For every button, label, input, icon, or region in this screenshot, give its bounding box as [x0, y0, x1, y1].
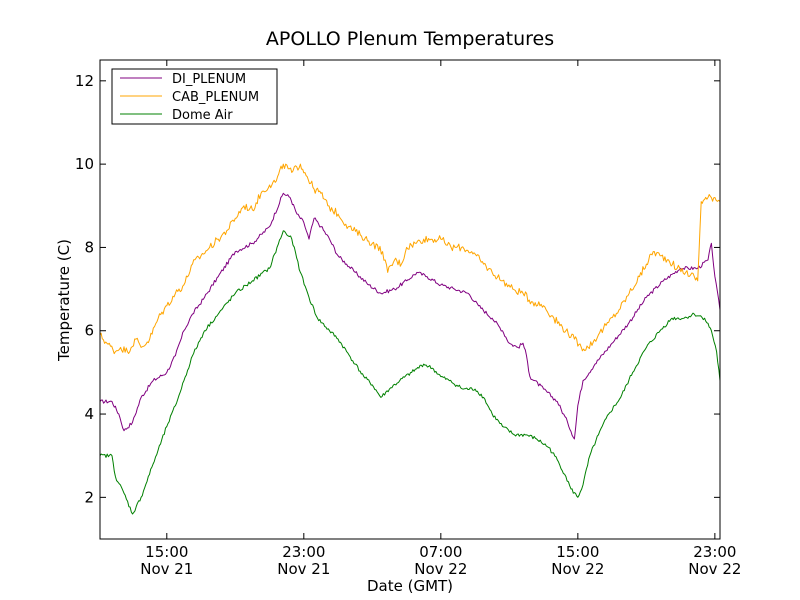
x-tick-date-label: Nov 22: [414, 560, 467, 578]
x-tick-time-label: 23:00: [282, 543, 325, 561]
y-axis-label: Temperature (C): [55, 239, 73, 362]
series-line-1: [99, 163, 721, 355]
legend-label-2: Dome Air: [172, 108, 233, 123]
y-tick-label: 4: [84, 405, 94, 423]
plot-frame: [99, 59, 721, 540]
legend-label-0: DI_PLENUM: [172, 72, 246, 87]
x-tick-time-label: 23:00: [693, 543, 736, 561]
y-tick-label: 6: [84, 322, 94, 340]
x-axis-label: Date (GMT): [367, 577, 453, 595]
x-tick-date-label: Nov 22: [688, 560, 741, 578]
x-tick-time-label: 15:00: [556, 543, 599, 561]
y-axis: 2 4 6 8 10 12: [75, 72, 720, 506]
x-tick-date-label: Nov 21: [277, 560, 330, 578]
y-tick-label: 8: [84, 238, 94, 256]
series-line-0: [99, 192, 721, 440]
y-tick-label: 2: [84, 488, 94, 506]
legend: DI_PLENUM CAB_PLENUM Dome Air: [111, 68, 278, 125]
y-tick-label: 10: [75, 155, 94, 173]
series-layer: [99, 163, 721, 515]
chart-title: APOLLO Plenum Temperatures: [266, 28, 554, 50]
legend-label-1: CAB_PLENUM: [172, 90, 259, 105]
x-tick-date-label: Nov 21: [140, 560, 193, 578]
x-tick-time-label: 07:00: [419, 543, 462, 561]
x-tick-date-label: Nov 22: [551, 560, 604, 578]
plot-area: [100, 60, 720, 539]
series-line-2: [99, 230, 721, 515]
y-tick-label: 12: [75, 72, 94, 90]
x-tick-time-label: 15:00: [145, 543, 188, 561]
